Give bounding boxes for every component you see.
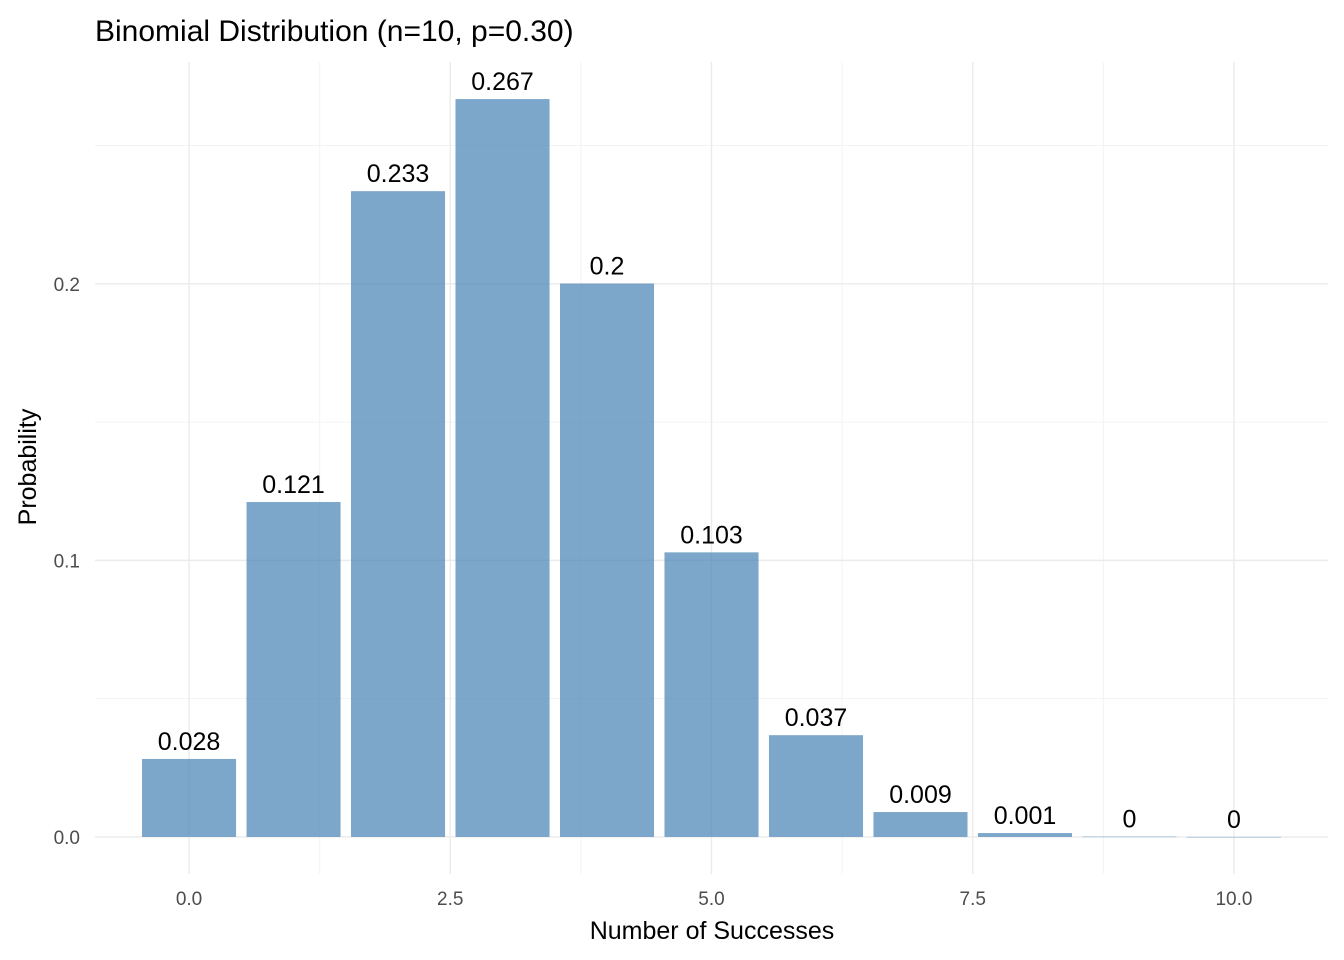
- y-tick-label: 0.1: [54, 551, 80, 572]
- bar-value-label: 0.009: [889, 781, 952, 809]
- x-axis-ticks: 0.0 2.5 5.0 7.5 10.0: [176, 889, 1253, 910]
- bar-value-label: 0.037: [785, 704, 848, 732]
- data-labels: 0.028 0.121 0.233 0.267 0.2 0.103 0.037 0.009 0.…: [158, 68, 1241, 834]
- x-axis-title: Number of Successes: [590, 917, 835, 945]
- bar-value-label: 0.2: [590, 253, 625, 281]
- bar: [559, 283, 655, 837]
- x-tick-label: 7.5: [960, 889, 986, 910]
- chart-title: Binomial Distribution (n=10, p=0.30): [95, 15, 574, 48]
- bar: [246, 502, 341, 837]
- bar: [1082, 836, 1177, 838]
- bar-value-label: 0.121: [262, 471, 325, 499]
- x-tick-label: 0.0: [176, 889, 202, 910]
- bar-value-label: 0.028: [158, 728, 221, 756]
- bar: [455, 99, 550, 837]
- bar-value-label: 0.103: [680, 521, 743, 549]
- bar-value-label: 0: [1123, 806, 1137, 834]
- bar: [351, 191, 446, 837]
- x-tick-label: 2.5: [437, 889, 463, 910]
- bar: [768, 735, 864, 837]
- bars: [142, 99, 1281, 838]
- y-tick-label: 0.0: [54, 828, 80, 849]
- bar: [1186, 836, 1281, 838]
- x-tick-label: 5.0: [698, 889, 724, 910]
- bar-value-label: 0.267: [471, 68, 534, 96]
- bar: [664, 552, 759, 837]
- y-tick-label: 0.2: [54, 275, 80, 296]
- x-tick-label: 10.0: [1215, 889, 1252, 910]
- y-axis-title: Probability: [14, 408, 42, 525]
- bar-value-label: 0.233: [367, 160, 430, 188]
- y-axis-ticks: 0.0 0.1 0.2: [54, 275, 80, 849]
- bar: [142, 758, 237, 837]
- bar-value-label: 0.001: [994, 802, 1057, 830]
- bar: [873, 812, 968, 837]
- bar: [977, 833, 1072, 837]
- bar-value-label: 0: [1227, 806, 1241, 834]
